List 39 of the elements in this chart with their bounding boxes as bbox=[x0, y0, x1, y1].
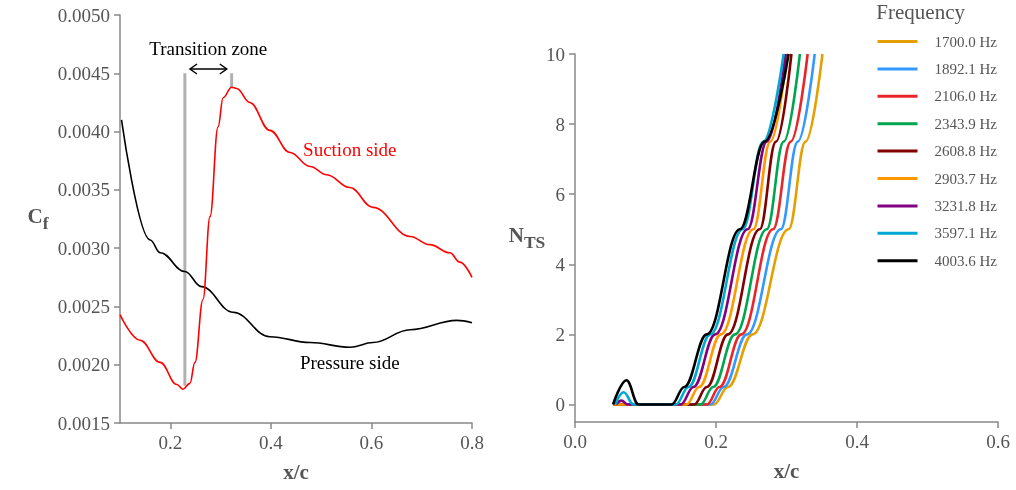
legend-title: Frequency bbox=[876, 0, 966, 24]
x-tick-label: 0.8 bbox=[460, 432, 484, 453]
legend-label: 2343.9 Hz bbox=[934, 115, 998, 132]
y-tick-label: 0.0035 bbox=[57, 179, 110, 201]
x-tick-label: 0.6 bbox=[986, 431, 1010, 452]
x-tick-label: 0.0 bbox=[563, 431, 587, 452]
x-tick-label: 0.4 bbox=[845, 431, 870, 452]
series-label: Pressure side bbox=[299, 352, 400, 375]
legend-label: 3597.1 Hz bbox=[934, 225, 998, 242]
y-tick-label: 4 bbox=[555, 253, 566, 275]
y-tick-label: 0.0030 bbox=[57, 237, 110, 259]
y-axis-title: C$_{f}$ bbox=[27, 204, 49, 234]
x-tick-label: 0.4 bbox=[258, 432, 284, 453]
y-tick-label: 0 bbox=[555, 393, 565, 415]
y-tick-label: 0.0050 bbox=[57, 4, 110, 26]
legend-label: 3231.8 Hz bbox=[934, 197, 998, 214]
x-tick-label: 0.6 bbox=[359, 432, 384, 453]
y-axis-title: N$_{TS}$ bbox=[508, 223, 546, 253]
y-tick-label: 0.0015 bbox=[57, 412, 110, 434]
y-tick-label: 8 bbox=[555, 113, 565, 135]
legend-label: 2106.0 Hz bbox=[934, 88, 998, 105]
y-tick-label: 10 bbox=[546, 43, 565, 65]
x-tick-label: 0.2 bbox=[704, 431, 728, 452]
legend-label: 2608.8 Hz bbox=[934, 143, 998, 160]
x-axis-title: x/c bbox=[773, 458, 800, 483]
legend-label: 1892.1 Hz bbox=[934, 60, 998, 77]
legend-label: 2903.7 Hz bbox=[934, 170, 998, 187]
y-tick-label: 2 bbox=[555, 323, 565, 345]
y-tick-label: 0.0020 bbox=[57, 354, 110, 376]
y-tick-label: 0.0025 bbox=[57, 295, 110, 317]
series-label: Suction side bbox=[303, 138, 397, 161]
y-tick-label: 0.0045 bbox=[57, 62, 110, 84]
annotation: Transition zone bbox=[149, 38, 268, 61]
legend-label: 4003.6 Hz bbox=[934, 252, 998, 269]
x-tick-label: 0.2 bbox=[158, 432, 183, 453]
y-tick-label: 6 bbox=[555, 183, 565, 205]
legend-label: 1700.0 Hz bbox=[934, 33, 998, 50]
y-tick-label: 0.0040 bbox=[57, 121, 110, 143]
x-axis-title: x/c bbox=[283, 459, 309, 484]
